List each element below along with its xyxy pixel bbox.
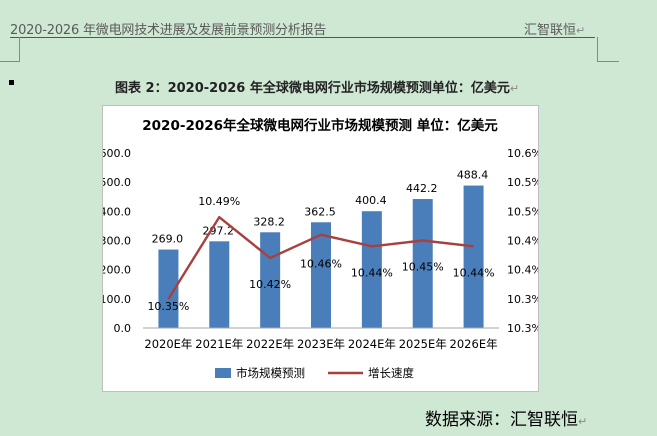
- bar-2: [209, 241, 230, 328]
- return-mark: ↵: [578, 415, 588, 428]
- right-tick-label: 10.5%: [507, 176, 538, 189]
- x-axis: 2020E年 2021E年 2022E年 2023E年 2024E年 2025E年 2026…: [143, 327, 499, 351]
- bar-value-label: 362.5: [304, 205, 336, 218]
- line-value-label: 10.35%: [147, 300, 189, 313]
- right-tick-label: 10.3%: [507, 293, 538, 306]
- bar-1: [158, 249, 179, 328]
- bar-value-label: 442.2: [406, 182, 438, 195]
- left-tick-label: 400.0: [103, 205, 131, 218]
- x-tick-label: 2020E年: [144, 337, 192, 351]
- header-company-text: 汇智联恒: [524, 23, 577, 38]
- left-tick-label: 500.0: [103, 176, 131, 189]
- left-tick-label: 0.0: [114, 322, 132, 335]
- right-tick-label: 10.4%: [507, 264, 538, 277]
- legend-line-label: 增长速度: [368, 366, 414, 380]
- x-tick-label: 2023E年: [297, 337, 345, 351]
- chart-legend[interactable]: 市场规模预测 增长速度: [215, 366, 414, 380]
- return-mark: ↵: [576, 24, 586, 37]
- right-tick-label: 10.3%: [507, 322, 538, 335]
- right-tick-label: 10.5%: [507, 205, 538, 218]
- line-labels: 10.35% 10.49% 10.42% 10.46% 10.44% 10.45% 10.4…: [147, 195, 494, 313]
- report-header-title: 2020-2026 年微电网技术进展及发展前景预测分析报告: [10, 23, 327, 38]
- right-tick-label: 10.6%: [507, 147, 538, 160]
- bar-value-label: 297.2: [203, 224, 235, 237]
- margin-marker-right-h: [597, 61, 619, 62]
- line-value-label: 10.44%: [453, 266, 495, 279]
- return-mark: ↵: [509, 82, 520, 95]
- right-tick-label: 10.4%: [507, 235, 538, 248]
- chart-container[interactable]: 2020-2026年全球微电网行业市场规模预测 单位：亿美元 0.0 100.0 2…: [100, 105, 542, 392]
- legend-bar-label: 市场规模预测: [236, 366, 305, 380]
- bar-value-label: 328.2: [253, 215, 285, 228]
- x-tick-label: 2026E年: [450, 337, 498, 351]
- figure-caption: 图表 2：2020-2026 年全球微电网行业市场规模预测单位：亿美元↵: [115, 77, 519, 96]
- line-value-label: 10.42%: [249, 278, 291, 291]
- right-axis: 10.3% 10.3% 10.4% 10.4% 10.5% 10.5% 10.6%: [507, 147, 542, 335]
- left-axis: 0.0 100.0 200.0 300.0 400.0 500.0 600.0: [100, 147, 132, 335]
- figure-caption-text: 图表 2：2020-2026 年全球微电网行业市场规模预测单位：亿美元: [115, 81, 510, 96]
- report-header-company: 汇智联恒↵: [524, 19, 585, 38]
- bar-5: [361, 211, 382, 328]
- line-series: [167, 215, 474, 300]
- bar-labels: 269.0 297.2 328.2 362.5 400.4 442.2 488.4: [152, 169, 489, 246]
- paragraph-bullet: [9, 80, 14, 85]
- bar-4: [311, 222, 331, 328]
- margin-marker-right: [597, 37, 598, 62]
- line-value-label: 10.49%: [198, 195, 240, 208]
- bar-6: [412, 199, 433, 328]
- legend-bar-swatch: [215, 368, 231, 378]
- left-tick-label: 100.0: [103, 293, 131, 306]
- x-tick-label: 2024E年: [348, 337, 396, 351]
- data-source-text: 数据来源：汇智联恒: [425, 410, 578, 430]
- bar-value-label: 400.4: [355, 194, 387, 207]
- bar-value-label: 269.0: [152, 233, 184, 246]
- x-tick-label: 2025E年: [399, 337, 447, 351]
- combo-chart: 2020-2026年全球微电网行业市场规模预测 单位：亿美元 0.0 100.0 2…: [100, 117, 542, 380]
- bar-value-label: 488.4: [457, 169, 489, 182]
- margin-marker-left: [19, 37, 20, 62]
- left-tick-label: 600.0: [103, 147, 131, 160]
- x-tick-label: 2021E年: [195, 337, 243, 351]
- bar-7: [463, 185, 484, 328]
- margin-marker-left-h: [0, 61, 20, 62]
- left-tick-label: 200.0: [103, 264, 131, 277]
- x-tick-label: 2022E年: [246, 337, 294, 351]
- line-value-label: 10.45%: [402, 261, 444, 274]
- left-tick-label: 300.0: [103, 235, 131, 248]
- line-value-label: 10.44%: [351, 266, 393, 279]
- chart-title: 2020-2026年全球微电网行业市场规模预测 单位：亿美元: [142, 117, 498, 134]
- data-source: 数据来源：汇智联恒↵: [425, 405, 587, 430]
- growth-line: [167, 215, 474, 300]
- header-rule: [10, 37, 595, 38]
- bar-series: [158, 185, 484, 328]
- line-value-label: 10.46%: [300, 257, 342, 270]
